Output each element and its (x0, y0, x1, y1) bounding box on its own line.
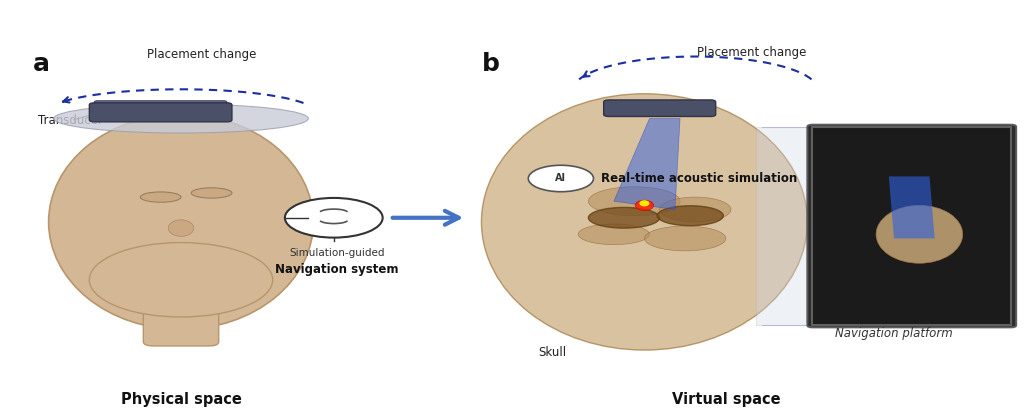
Text: a: a (34, 52, 50, 76)
Ellipse shape (481, 94, 807, 350)
Text: Placement change: Placement change (696, 46, 806, 59)
Ellipse shape (635, 200, 653, 210)
Text: Skull: Skull (539, 346, 567, 359)
Circle shape (285, 198, 383, 238)
Polygon shape (757, 127, 812, 325)
FancyBboxPatch shape (143, 305, 219, 346)
Text: Physical space: Physical space (121, 392, 242, 407)
Polygon shape (812, 127, 1011, 325)
Ellipse shape (644, 226, 726, 251)
Polygon shape (613, 119, 680, 210)
Text: Real-time acoustic simulation: Real-time acoustic simulation (601, 172, 797, 185)
Text: Virtual space: Virtual space (672, 392, 780, 407)
Text: AI: AI (555, 173, 566, 184)
FancyBboxPatch shape (94, 101, 227, 109)
Text: Placement change: Placement change (146, 48, 256, 61)
Ellipse shape (191, 188, 231, 198)
Ellipse shape (657, 206, 723, 225)
Text: Simulation-guided: Simulation-guided (289, 248, 385, 258)
Ellipse shape (48, 114, 313, 329)
Ellipse shape (168, 220, 194, 236)
Ellipse shape (53, 104, 308, 133)
Ellipse shape (589, 187, 680, 216)
FancyBboxPatch shape (807, 125, 1016, 327)
Ellipse shape (89, 243, 272, 317)
Text: b: b (481, 52, 500, 76)
Text: Navigation system: Navigation system (275, 263, 398, 276)
Ellipse shape (639, 200, 649, 207)
Polygon shape (889, 176, 935, 238)
FancyBboxPatch shape (89, 103, 231, 122)
Circle shape (528, 165, 594, 192)
Text: Transducer: Transducer (39, 113, 103, 127)
Ellipse shape (659, 197, 731, 222)
FancyBboxPatch shape (604, 100, 716, 116)
Ellipse shape (589, 207, 659, 228)
Ellipse shape (579, 224, 649, 245)
Ellipse shape (877, 205, 963, 263)
Text: Navigation platform: Navigation platform (835, 327, 952, 340)
Ellipse shape (140, 192, 181, 202)
